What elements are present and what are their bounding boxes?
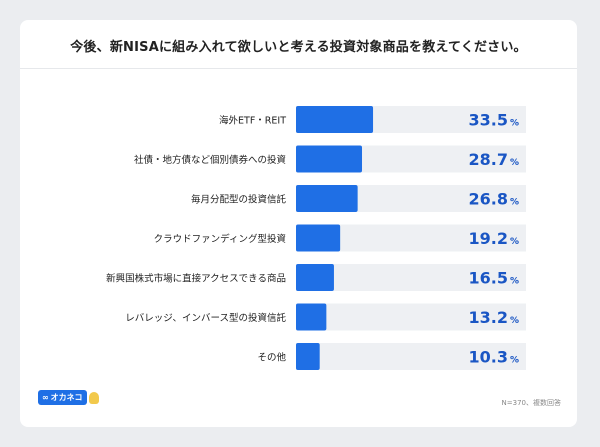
unit-label: % [510, 119, 519, 129]
brand-logo: ∞ オカネコ [38, 390, 99, 405]
bar-chart: 海外ETF・REIT 33.5 % 社債・地方債など個別債券への投資 28.7 % 毎月分配… [106, 106, 526, 370]
brand-name: オカネコ [50, 393, 83, 402]
bar [296, 145, 363, 173]
brand-logo-box: ∞ オカネコ [38, 390, 87, 405]
category-label: 新興国株式市場に直接アクセスできる商品 [106, 273, 286, 285]
value-label: 16.5 [469, 269, 508, 288]
bar [296, 185, 358, 212]
unit-label: % [510, 198, 519, 208]
value-label: 10.3 [469, 348, 508, 367]
category-label: 海外ETF・REIT [219, 115, 286, 127]
bar [296, 264, 334, 291]
unit-label: % [510, 277, 519, 287]
footnote: N=370、複数回答 [501, 399, 561, 407]
bar-track [296, 264, 526, 291]
value-label: 28.7 [469, 150, 508, 169]
bar-track [296, 303, 526, 331]
bar [296, 106, 374, 133]
value-label: 13.2 [469, 308, 508, 327]
value-label: 33.5 [469, 111, 508, 130]
category-label: その他 [257, 352, 286, 364]
category-label: 社債・地方債など個別債券への投資 [134, 154, 286, 166]
value-label: 26.8 [469, 190, 508, 209]
category-label: レバレッジ、インバース型の投資信託 [125, 312, 286, 324]
bar [296, 343, 320, 370]
brand-prefix: ∞ [42, 393, 49, 402]
bar [296, 303, 327, 331]
value-label: 19.2 [469, 229, 508, 248]
unit-label: % [510, 158, 519, 168]
category-label: 毎月分配型の投資信託 [191, 194, 287, 206]
title-divider [20, 68, 577, 69]
unit-label: % [510, 356, 519, 366]
category-label: クラウドファンディング型投資 [154, 233, 286, 245]
bar [296, 224, 341, 252]
chart-title: 今後、新NISAに組み入れて欲しいと考える投資対象商品を教えてください。 [70, 40, 527, 55]
bar-track [296, 343, 526, 370]
unit-label: % [510, 237, 519, 247]
chart-card: 今後、新NISAに組み入れて欲しいと考える投資対象商品を教えてください。 海外E… [20, 20, 577, 427]
unit-label: % [510, 316, 519, 326]
cat-mascot-icon [88, 391, 99, 404]
